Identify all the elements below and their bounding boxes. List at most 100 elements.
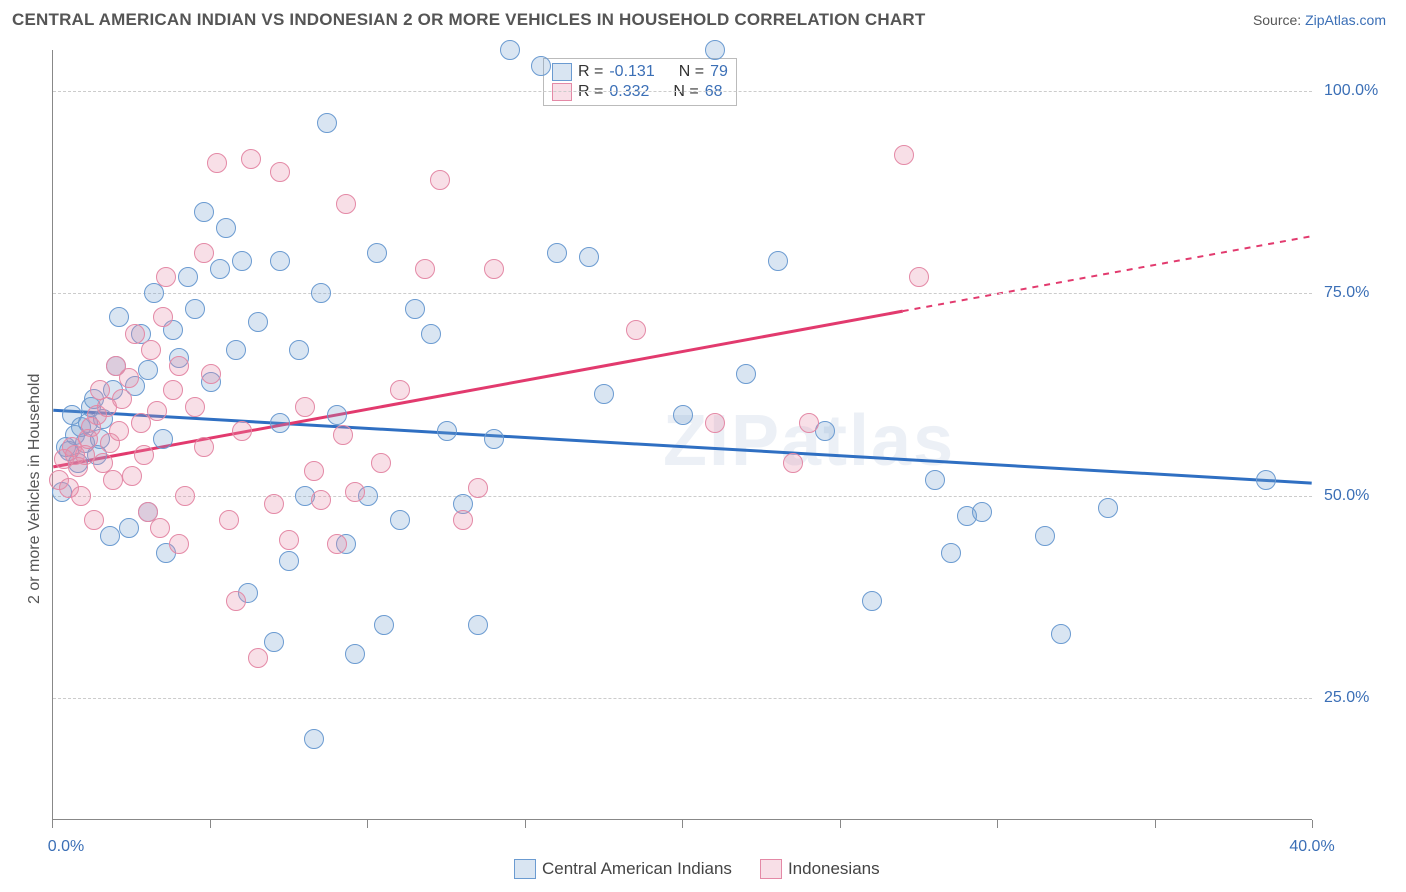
r-label: R =	[578, 83, 603, 101]
scatter-point-ind	[141, 340, 161, 360]
scatter-point-cai	[345, 644, 365, 664]
scatter-point-ind	[333, 425, 353, 445]
scatter-point-cai	[264, 632, 284, 652]
scatter-point-ind	[71, 486, 91, 506]
scatter-point-cai	[279, 551, 299, 571]
gridline-h	[53, 91, 1312, 92]
scatter-point-cai	[421, 324, 441, 344]
x-tick	[52, 820, 53, 828]
source-link[interactable]: ZipAtlas.com	[1305, 12, 1386, 28]
legend-label: Indonesians	[788, 859, 880, 879]
scatter-point-ind	[327, 534, 347, 554]
scatter-point-cai	[226, 340, 246, 360]
stats-row-ind: R = 0.332 N = 68	[552, 82, 728, 102]
legend-swatch-ind	[760, 859, 782, 879]
r-value: -0.131	[609, 63, 654, 81]
scatter-point-ind	[112, 389, 132, 409]
scatter-point-cai	[1035, 526, 1055, 546]
scatter-point-ind	[248, 648, 268, 668]
scatter-point-cai	[367, 243, 387, 263]
scatter-point-cai	[232, 251, 252, 271]
scatter-point-ind	[125, 324, 145, 344]
n-label: N =	[679, 63, 704, 81]
scatter-point-ind	[799, 413, 819, 433]
scatter-point-ind	[270, 162, 290, 182]
scatter-point-cai	[579, 247, 599, 267]
scatter-point-cai	[317, 113, 337, 133]
scatter-point-ind	[169, 356, 189, 376]
gridline-h	[53, 698, 1312, 699]
scatter-point-ind	[241, 149, 261, 169]
gridline-h	[53, 293, 1312, 294]
scatter-point-ind	[336, 194, 356, 214]
correlation-chart: 2 or more Vehicles in Household ZIPatlas…	[12, 44, 1394, 882]
x-tick	[1155, 820, 1156, 828]
scatter-point-ind	[430, 170, 450, 190]
y-tick-label: 100.0%	[1324, 82, 1378, 100]
scatter-point-ind	[153, 307, 173, 327]
scatter-point-cai	[144, 283, 164, 303]
scatter-point-cai	[1051, 624, 1071, 644]
plot-area: ZIPatlas R = -0.131N = 79R = 0.332N = 68	[52, 50, 1312, 820]
scatter-point-cai	[270, 413, 290, 433]
scatter-point-ind	[109, 421, 129, 441]
scatter-point-ind	[390, 380, 410, 400]
scatter-point-cai	[390, 510, 410, 530]
scatter-point-ind	[453, 510, 473, 530]
n-value: 68	[705, 83, 723, 101]
legend-swatch-cai	[552, 63, 572, 81]
scatter-point-cai	[705, 40, 725, 60]
scatter-point-cai	[270, 251, 290, 271]
scatter-point-cai	[925, 470, 945, 490]
scatter-point-ind	[226, 591, 246, 611]
legend-item-ind: Indonesians	[760, 859, 880, 879]
scatter-point-cai	[862, 591, 882, 611]
scatter-point-cai	[248, 312, 268, 332]
scatter-point-cai	[374, 615, 394, 635]
scatter-point-ind	[84, 510, 104, 530]
scatter-point-cai	[153, 429, 173, 449]
legend-label: Central American Indians	[542, 859, 732, 879]
scatter-point-ind	[150, 518, 170, 538]
scatter-point-ind	[147, 401, 167, 421]
scatter-point-cai	[673, 405, 693, 425]
scatter-point-cai	[100, 526, 120, 546]
x-tick	[997, 820, 998, 828]
scatter-point-ind	[295, 397, 315, 417]
scatter-point-cai	[972, 502, 992, 522]
scatter-point-ind	[201, 364, 221, 384]
y-axis-label: 2 or more Vehicles in Household	[26, 374, 44, 604]
scatter-point-cai	[216, 218, 236, 238]
scatter-point-ind	[232, 421, 252, 441]
scatter-point-cai	[194, 202, 214, 222]
scatter-point-cai	[736, 364, 756, 384]
scatter-point-cai	[484, 429, 504, 449]
scatter-point-cai	[304, 729, 324, 749]
scatter-point-cai	[138, 360, 158, 380]
scatter-point-ind	[119, 368, 139, 388]
scatter-point-ind	[103, 470, 123, 490]
scatter-point-cai	[941, 543, 961, 563]
y-tick-label: 25.0%	[1324, 689, 1369, 707]
x-axis-min-label: 0.0%	[48, 838, 84, 856]
x-axis-max-label: 40.0%	[1289, 838, 1334, 856]
legend-swatch-ind	[552, 83, 572, 101]
scatter-point-ind	[894, 145, 914, 165]
x-tick	[210, 820, 211, 828]
scatter-point-ind	[134, 445, 154, 465]
scatter-point-ind	[207, 153, 227, 173]
r-value: 0.332	[609, 83, 649, 101]
scatter-point-ind	[484, 259, 504, 279]
scatter-point-cai	[1256, 470, 1276, 490]
source-attribution: Source: ZipAtlas.com	[1253, 12, 1386, 28]
n-label: N =	[673, 83, 698, 101]
gridline-h	[53, 496, 1312, 497]
x-tick	[525, 820, 526, 828]
scatter-point-ind	[626, 320, 646, 340]
x-tick	[367, 820, 368, 828]
scatter-point-cai	[768, 251, 788, 271]
scatter-point-ind	[122, 466, 142, 486]
scatter-point-ind	[304, 461, 324, 481]
x-tick	[682, 820, 683, 828]
x-tick	[840, 820, 841, 828]
